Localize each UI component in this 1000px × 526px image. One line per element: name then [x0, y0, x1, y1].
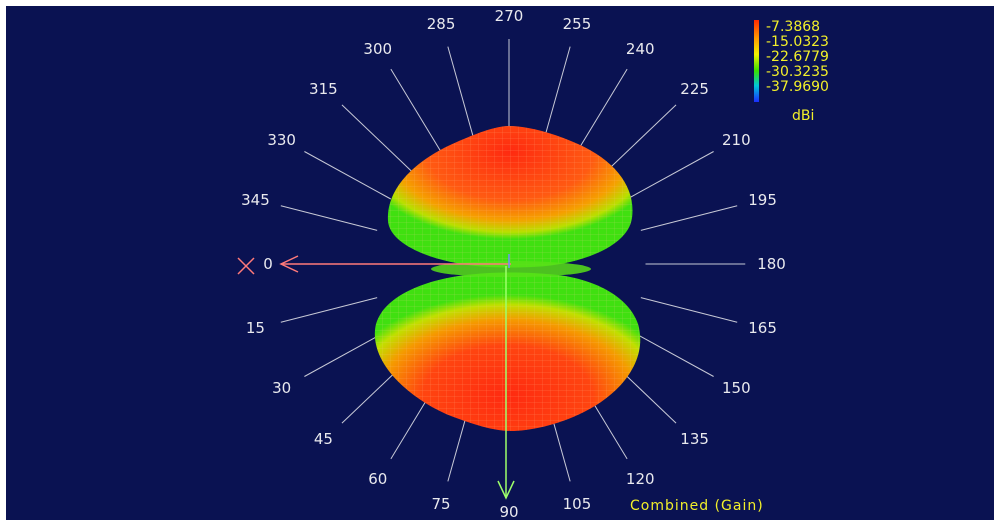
angle-spoke-315: [341, 104, 413, 173]
legend-value-2: -15.0323: [766, 34, 829, 50]
legend-value-4: -30.3235: [766, 64, 829, 80]
angle-spoke-255: [543, 46, 571, 139]
angle-label-150: 150: [722, 379, 751, 397]
legend-value-3: -22.6779: [766, 49, 829, 65]
angle-spoke-240: [576, 68, 628, 152]
angle-label-30: 30: [272, 379, 292, 397]
angle-label-315: 315: [309, 79, 338, 98]
angle-spoke-345: [280, 205, 378, 231]
legend-unit: dBi: [792, 108, 815, 124]
angle-label-75: 75: [431, 494, 451, 513]
lower-lobe-mesh: [374, 272, 641, 431]
angle-label-285: 285: [426, 15, 456, 34]
pattern-viewport[interactable]: 0 15 30 45 60 75 90 105 120 135 150 165 180 195 210 225…: [6, 6, 994, 520]
angle-label-45: 45: [313, 430, 333, 449]
angle-spoke-210: [626, 151, 714, 200]
angle-label-120: 120: [625, 469, 655, 488]
angle-label-210: 210: [722, 131, 751, 149]
angle-label-90: 90: [499, 503, 519, 520]
angle-label-270: 270: [494, 7, 524, 25]
angle-label-15: 15: [245, 319, 265, 338]
angle-label-0: 0: [263, 255, 273, 273]
angle-spoke-300: [390, 68, 442, 152]
pattern-caption: Combined (Gain): [630, 498, 764, 514]
angle-label-240: 240: [625, 40, 655, 59]
angle-label-255: 255: [562, 15, 592, 34]
upper-lobe-mesh: [387, 126, 633, 268]
angle-label-330: 330: [267, 131, 296, 149]
angle-spoke-165: [640, 297, 738, 323]
radiation-pattern-scene: [237, 39, 746, 500]
legend-color-bar: [754, 20, 759, 102]
angle-spoke-150: [626, 328, 714, 377]
angle-label-225: 225: [680, 79, 709, 98]
lobe-waist: [431, 261, 591, 277]
angle-spoke-285: [447, 46, 475, 139]
x-axis-marker-icon: [237, 257, 255, 275]
angle-label-345: 345: [241, 190, 270, 209]
legend-value-max: -7.3868: [766, 19, 821, 35]
angle-spoke-225: [605, 104, 677, 173]
legend-value-min: -37.9690: [766, 79, 829, 95]
angle-spoke-15: [280, 297, 378, 323]
gain-legend: -7.3868 -15.0323 -22.6779 -30.3235 -37.9…: [748, 16, 858, 126]
angle-label-105: 105: [562, 494, 592, 513]
angle-label-165: 165: [748, 319, 777, 338]
angle-spoke-195: [640, 205, 738, 231]
angle-spoke-330: [304, 151, 392, 200]
angle-label-60: 60: [368, 469, 388, 488]
x-axis-arrowhead: [279, 255, 299, 273]
y-axis-arrowhead: [497, 480, 515, 500]
angle-label-135: 135: [680, 430, 709, 449]
angle-label-300: 300: [363, 40, 393, 59]
angle-label-180: 180: [757, 255, 786, 273]
angle-label-195: 195: [748, 190, 777, 209]
